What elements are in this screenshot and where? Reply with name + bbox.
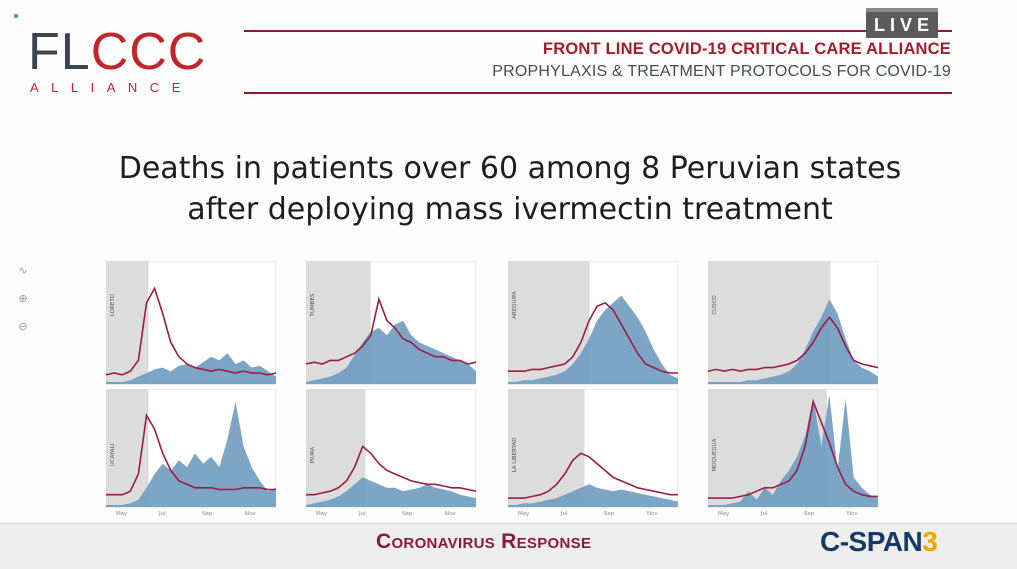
area-series xyxy=(306,477,476,507)
pre-treatment-shading xyxy=(508,389,585,507)
line-series xyxy=(508,452,678,499)
zoom-toolbar: ∿ ⊕ ⊖ xyxy=(10,262,36,342)
state-label: TUMBES xyxy=(310,293,316,317)
x-tick-label: May xyxy=(718,511,730,517)
header-rule-top xyxy=(244,30,952,32)
x-tick-label: Sep xyxy=(604,511,615,517)
chart-panel-loreto: LORETO xyxy=(106,261,276,385)
state-label: MOQUEGUA xyxy=(712,438,718,471)
area-series xyxy=(508,484,678,507)
x-tick-label: Nov xyxy=(245,511,256,517)
state-label: UCAYALI xyxy=(110,443,116,466)
line-series xyxy=(306,445,476,496)
x-tick-label: Nov xyxy=(847,511,858,517)
x-tick-label: Nov xyxy=(647,511,658,517)
x-tick-label: Sep xyxy=(402,511,413,517)
area-series xyxy=(306,320,476,384)
area-series xyxy=(508,295,678,384)
line-series xyxy=(106,413,276,496)
x-tick-label: Jul xyxy=(158,511,166,517)
live-badge-label: LIVE xyxy=(873,15,934,35)
x-tick-label: Jul xyxy=(760,511,768,517)
status-dot-icon xyxy=(14,14,18,18)
x-tick-label: Sep xyxy=(202,511,213,517)
chart-panel-moquegua: MOQUEGUA May Jul Sep Nov xyxy=(708,389,878,517)
chart-panel-tumbes: TUMBES xyxy=(306,261,476,385)
x-tick-label: Sep xyxy=(804,511,815,517)
pre-treatment-shading xyxy=(106,261,149,384)
chart-panel-ucayali: UCAYALI May Jul Sep Nov xyxy=(106,389,276,517)
chart-panel-arequipa: AREQUIPA xyxy=(508,261,678,385)
flccc-logo: FLCCC ALLIANCE xyxy=(28,24,228,100)
slide-title-line-1: Deaths in patients over 60 among 8 Peruv… xyxy=(118,151,902,186)
program-title: Coronavirus Response xyxy=(376,530,592,553)
header-subtitle: PROPHYLAXIS & TREATMENT PROTOCOLS FOR CO… xyxy=(492,63,951,80)
header-rule-bottom xyxy=(244,92,952,94)
x-tick-label: Nov xyxy=(445,511,456,517)
live-badge: LIVE xyxy=(866,8,938,38)
logo-wordmark-red: CCC xyxy=(90,23,207,81)
chart-panel-la-libertad: LA LIBERTAD May Jul Sep Nov xyxy=(508,389,678,517)
slide-title-line-2: after deploying mass ivermectin treatmen… xyxy=(187,192,833,227)
area-series xyxy=(106,401,276,507)
logo-subtitle: ALLIANCE xyxy=(30,80,193,95)
cspan-logo: C-SPAN3 xyxy=(820,526,938,558)
cspan-logo-text: C-SPAN xyxy=(820,526,923,557)
line-series xyxy=(306,296,476,365)
area-series xyxy=(106,353,276,384)
chart-svg: AREQUIPA xyxy=(508,261,678,385)
state-label: AREQUIPA xyxy=(512,291,518,319)
area-series xyxy=(708,299,878,384)
chart-svg: UCAYALI May Jul Sep Nov xyxy=(106,389,276,517)
chart-panel-piura: PIURA May Jul Sep Nov xyxy=(306,389,476,517)
state-label: LORETO xyxy=(110,293,116,316)
slide-title: Deaths in patients over 60 among 8 Peruv… xyxy=(60,148,960,230)
line-series xyxy=(708,315,878,373)
header-title: FRONT LINE COVID-19 CRITICAL CARE ALLIAN… xyxy=(542,40,951,58)
cspan-logo-number: 3 xyxy=(922,526,938,557)
chart-svg: MOQUEGUA May Jul Sep Nov xyxy=(708,389,878,517)
state-label: LA LIBERTAD xyxy=(512,438,518,473)
chart-svg: TUMBES xyxy=(306,261,476,385)
line-series xyxy=(708,398,878,499)
logo-wordmark-dark: FL xyxy=(28,23,91,81)
pen-icon[interactable]: ∿ xyxy=(18,264,28,277)
area-series xyxy=(708,394,878,507)
chart-svg: LORETO xyxy=(106,261,276,385)
chart-svg: LA LIBERTAD May Jul Sep Nov xyxy=(508,389,678,517)
state-label: PIURA xyxy=(310,447,316,464)
state-label: CUSCO xyxy=(712,295,718,315)
line-series xyxy=(106,286,276,376)
line-series xyxy=(508,301,678,374)
x-tick-label: May xyxy=(116,511,128,517)
x-tick-label: May xyxy=(316,511,328,517)
zoom-in-icon[interactable]: ⊕ xyxy=(18,292,28,305)
logo-wordmark: FLCCC xyxy=(28,24,206,80)
chart-svg: PIURA May Jul Sep Nov xyxy=(306,389,476,517)
broadcast-lower-third: Coronavirus Response C-SPAN3 xyxy=(0,523,1017,569)
x-tick-label: Jul xyxy=(358,511,366,517)
zoom-out-icon[interactable]: ⊖ xyxy=(18,320,28,333)
chart-panel-cusco: CUSCO xyxy=(708,261,878,385)
chart-svg: CUSCO xyxy=(708,261,878,385)
x-tick-label: May xyxy=(518,511,530,517)
x-tick-label: Jul xyxy=(560,511,568,517)
